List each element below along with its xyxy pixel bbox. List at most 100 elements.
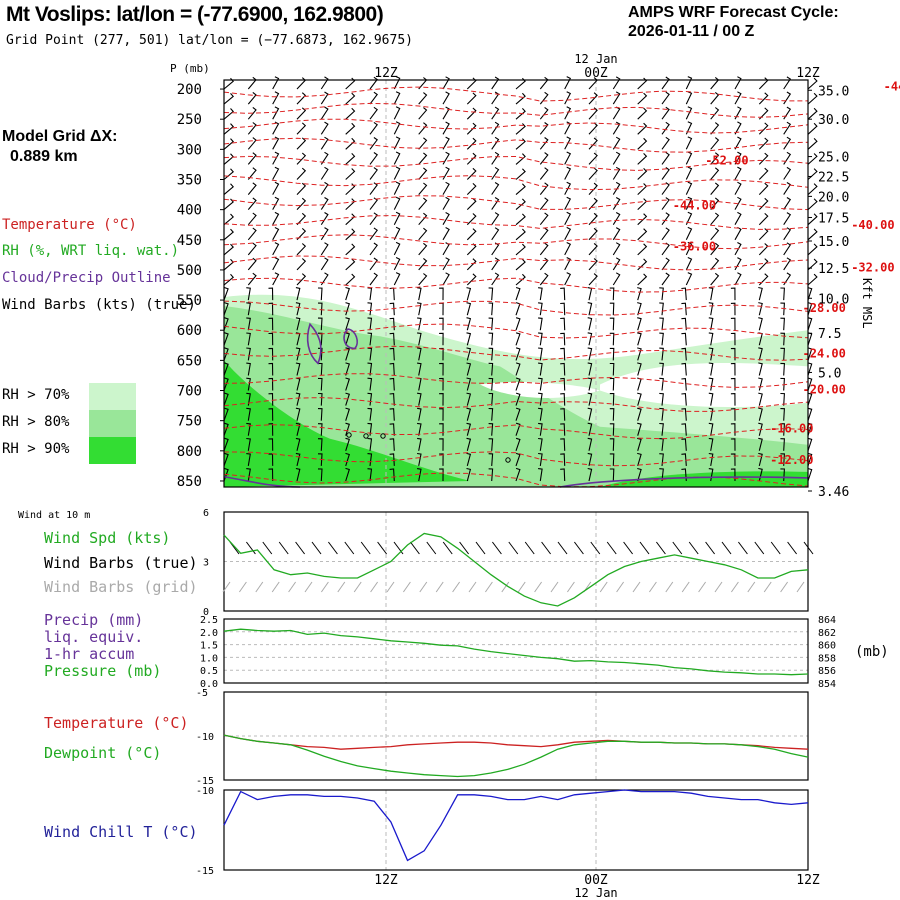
wind-barb: [439, 408, 444, 421]
wind-barb: [807, 153, 818, 165]
wind-barb: [783, 242, 792, 256]
p-tick-label: 750: [177, 414, 202, 430]
wind-barb: [268, 302, 274, 316]
p-tick-label: 700: [177, 384, 202, 400]
wind-barb: [681, 438, 687, 451]
pressure-y-tick: 862: [818, 628, 836, 639]
p-tick-label: 550: [177, 293, 202, 309]
wind-barb: [587, 332, 593, 346]
wind-barb: [442, 272, 450, 286]
wind-barb-grid: [320, 581, 329, 593]
wind-barb: [268, 317, 274, 331]
legend-rh90-swatch: [89, 437, 136, 464]
wind-barb: [393, 257, 401, 271]
page-title: Mt Voslips: lat/lon = (-77.6900, 162.980…: [6, 3, 384, 26]
precip-y-tick: 1.5: [200, 641, 218, 652]
wind-barb: [734, 76, 742, 90]
wind-barb: [783, 151, 792, 165]
p-tick-label: 850: [177, 474, 202, 490]
wind-barb: [272, 136, 280, 150]
wind-barb: [272, 76, 280, 90]
wind-barb: [223, 123, 234, 135]
wind-barb: [442, 121, 450, 135]
wind-barb: [661, 167, 670, 180]
wind-barb: [637, 302, 642, 316]
wind-barb: [367, 407, 373, 421]
wind-barb: [807, 467, 813, 482]
wind-barb: [246, 347, 251, 361]
wind-barb: [439, 393, 444, 406]
wind-barb: [296, 122, 307, 135]
wind-barb: [345, 422, 350, 436]
wind-barb: [417, 452, 422, 467]
wind-barb: [681, 302, 687, 316]
wind-barb: [272, 272, 280, 286]
wind-barb: [393, 181, 401, 195]
wind-barb: [296, 273, 307, 286]
wind-barb: [783, 197, 792, 210]
wind-barb-grid: [238, 581, 247, 593]
wind-barb: [587, 437, 593, 451]
wind-barb: [539, 137, 549, 150]
wind-barb: [783, 91, 792, 105]
wind-y-tick: 0: [203, 607, 209, 618]
wind-barb: [734, 136, 742, 150]
kft-tick-label: 15.0: [818, 235, 849, 250]
wind-barb: [783, 257, 792, 271]
wind-barb: [515, 213, 526, 226]
wind-barb: [466, 452, 472, 467]
wind-barb: [268, 393, 274, 406]
wind-barb-true: [574, 541, 584, 555]
wind-barb-true: [541, 541, 551, 555]
wind-barb: [515, 286, 521, 301]
wind-barb: [681, 392, 687, 406]
wind-barb: [466, 273, 477, 286]
wind-barb: [637, 77, 648, 90]
wind-barb: [758, 392, 763, 406]
wind-barb: [734, 242, 742, 256]
wind-barb: [661, 106, 670, 120]
wind-barb: [637, 213, 648, 226]
wind-barb: [317, 332, 323, 346]
wind-barb: [223, 452, 229, 467]
wind-barb: [758, 437, 763, 451]
wind-barb: [807, 122, 818, 135]
legend-temperature: Temperature (°C): [2, 217, 137, 233]
wind-barb: [708, 302, 714, 316]
wind-y-tick: 6: [203, 508, 209, 519]
wind-barb: [708, 287, 714, 301]
wind-barb: [515, 437, 521, 451]
wind-barb: [612, 181, 621, 195]
wind-barb: [369, 137, 378, 150]
wind-barb: [246, 422, 251, 436]
kft-tick-label: 30.0: [818, 113, 849, 128]
legend-wind-barbs: Wind Barbs (kts) (true): [2, 297, 196, 313]
wind-barb: [295, 302, 301, 316]
wind-barb: [488, 332, 494, 346]
wind-barb: [466, 317, 472, 331]
temp-contour-11: [223, 300, 809, 316]
precip-y-tick: 0.5: [200, 666, 218, 677]
wind-barb: [223, 286, 229, 301]
wind-barb: [272, 121, 280, 135]
wind-barb: [587, 302, 593, 316]
wind-barb: [491, 212, 500, 226]
wind-barb: [491, 257, 500, 271]
wind-barb: [734, 166, 742, 180]
wind-barb: [734, 226, 742, 241]
wind-barb: [685, 196, 693, 210]
kft-tick-label: 12.5: [818, 262, 849, 277]
wind-barb: [369, 91, 378, 105]
wind-barb: [345, 213, 356, 226]
wind-barb: [515, 317, 521, 331]
wind-barb: [587, 422, 593, 436]
wind-chill-line: [223, 789, 809, 862]
temp-contour-label: -44.00: [673, 199, 716, 213]
wind-barb: [345, 243, 356, 256]
wind-barb: [491, 76, 500, 90]
wind-barb: [393, 76, 401, 90]
wind-barb: [730, 453, 736, 466]
wind-barb: [488, 362, 494, 376]
wind-barb: [564, 91, 572, 105]
wind-barb: [685, 136, 693, 150]
